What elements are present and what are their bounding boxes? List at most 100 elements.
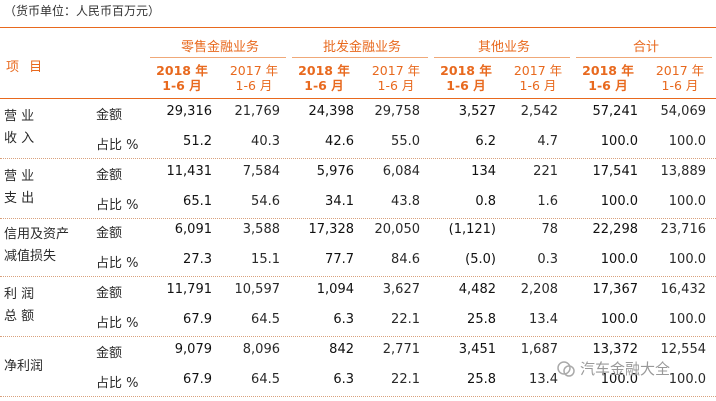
amount-cell: 221 (533, 164, 558, 179)
watermark: 汽车金融大全 (556, 358, 670, 379)
amount-cell: 7,584 (242, 164, 280, 179)
ratio-cell: 100.0 (668, 134, 706, 149)
amount-cell: 3,588 (242, 222, 280, 237)
amount-cell: 134 (471, 164, 496, 179)
row-label: 营 业收 入 (4, 106, 34, 150)
ratio-cell: 100.0 (668, 194, 706, 209)
row-label-line: 营 业 (4, 169, 35, 184)
wechat-icon (557, 360, 575, 377)
row-label: 信用及资产 减值损失 (4, 224, 69, 268)
ratio-cell: 100.0 (668, 312, 706, 327)
metric-amount-label: 金额 (96, 168, 123, 183)
row-label-line: 收 入 (4, 131, 35, 146)
year-header-prior: 2017 年 1-6 月 (371, 63, 421, 93)
amount-cell: 78 (541, 222, 558, 237)
ratio-cell: (5.0) (465, 252, 496, 267)
metric-amount-label: 金额 (96, 108, 123, 123)
amount-cell: 17,367 (592, 282, 639, 297)
amount-cell: 22,298 (592, 222, 639, 237)
amount-cell: 842 (329, 342, 354, 357)
amount-cell: 17,541 (592, 164, 639, 179)
metric-ratio-label: 占比 % (96, 256, 139, 271)
amount-cell: 4,482 (458, 282, 496, 297)
ratio-cell: 0.3 (537, 252, 558, 267)
group-header-wholesale: 批发金融业务 (322, 40, 401, 55)
watermark-text: 汽车金融大全 (580, 360, 671, 378)
year-header-current: 2018 年 1-6 月 (440, 63, 492, 93)
year-header-current: 2018 年 1-6 月 (156, 63, 208, 93)
ratio-cell: 43.8 (391, 194, 420, 209)
year-header-current: 2018 年 1-6 月 (582, 63, 634, 93)
row-label-line: 利 润 (4, 287, 35, 302)
group-header-total: 合计 (632, 40, 659, 55)
ratio-cell: 15.1 (251, 252, 280, 267)
metric-amount-label: 金额 (96, 346, 123, 361)
amount-cell: 23,716 (660, 222, 707, 237)
ratio-cell: 65.1 (183, 194, 212, 209)
row-label-line: 减值损失 (4, 249, 57, 264)
ratio-cell: 13.4 (529, 312, 558, 327)
group-underline (434, 57, 570, 58)
amount-cell: 3,527 (458, 104, 496, 119)
row-label-line: 支 出 (4, 191, 35, 206)
ratio-cell: 67.9 (183, 372, 212, 387)
metric-ratio-label: 占比 % (96, 138, 139, 153)
ratio-cell: 67.9 (183, 312, 212, 327)
ratio-cell: 40.3 (251, 134, 280, 149)
amount-cell: 17,328 (308, 222, 355, 237)
year-header-prior: 2017 年 1-6 月 (229, 63, 279, 93)
group-header-other: 其他业务 (477, 40, 530, 55)
amount-cell: 9,079 (174, 342, 212, 357)
amount-cell: 6,091 (174, 222, 212, 237)
ratio-cell: 100.0 (600, 134, 638, 149)
metric-amount-label: 金额 (96, 286, 123, 301)
ratio-cell: 22.1 (391, 312, 420, 327)
row-label-line: 总 额 (4, 309, 35, 324)
metric-ratio-label: 占比 % (96, 198, 139, 213)
year-header-prior: 2017 年 1-6 月 (655, 63, 705, 93)
row-label: 营 业支 出 (4, 166, 34, 210)
ratio-cell: 4.7 (537, 134, 558, 149)
row-label: 净利润 (4, 356, 43, 378)
amount-cell: 21,769 (234, 104, 281, 119)
amount-cell: 54,069 (660, 104, 707, 119)
ratio-cell: 100.0 (600, 194, 638, 209)
row-label-line: 信用及资产 (4, 227, 70, 242)
amount-cell: 20,050 (374, 222, 421, 237)
metric-amount-label: 金额 (96, 226, 123, 241)
row-separator (0, 396, 716, 397)
item-header: 项 目 (6, 60, 46, 75)
ratio-cell: 55.0 (391, 134, 420, 149)
ratio-cell: 54.6 (251, 194, 280, 209)
ratio-cell: 6.3 (333, 372, 354, 387)
amount-cell: 29,758 (374, 104, 421, 119)
group-underline (150, 57, 286, 58)
metric-ratio-label: 占比 % (96, 316, 139, 331)
ratio-cell: 100.0 (600, 252, 638, 267)
ratio-cell: 6.2 (475, 134, 496, 149)
amount-cell: 2,542 (520, 104, 558, 119)
unit-note: （货币单位：人民币百万元） (4, 4, 161, 18)
amount-cell: 2,771 (382, 342, 420, 357)
ratio-cell: 51.2 (183, 134, 212, 149)
top-rule (0, 27, 716, 28)
row-label-line: 净利润 (4, 359, 44, 374)
amount-cell: 12,554 (660, 342, 707, 357)
amount-cell: 5,976 (316, 164, 354, 179)
row-label: 利 润总 额 (4, 284, 34, 328)
amount-cell: 13,889 (660, 164, 707, 179)
ratio-cell: 0.8 (475, 194, 496, 209)
ratio-cell: 6.3 (333, 312, 354, 327)
metric-ratio-label: 占比 % (96, 376, 139, 391)
ratio-cell: 25.8 (467, 312, 496, 327)
ratio-cell: 22.1 (391, 372, 420, 387)
amount-cell: 2,208 (520, 282, 558, 297)
row-separator (0, 218, 716, 219)
amount-cell: 57,241 (592, 104, 639, 119)
ratio-cell: 77.7 (325, 252, 354, 267)
amount-cell: (1,121) (448, 222, 496, 237)
ratio-cell: 1.6 (537, 194, 558, 209)
ratio-cell: 100.0 (668, 372, 706, 387)
year-header-current: 2018 年 1-6 月 (298, 63, 350, 93)
ratio-cell: 100.0 (668, 252, 706, 267)
